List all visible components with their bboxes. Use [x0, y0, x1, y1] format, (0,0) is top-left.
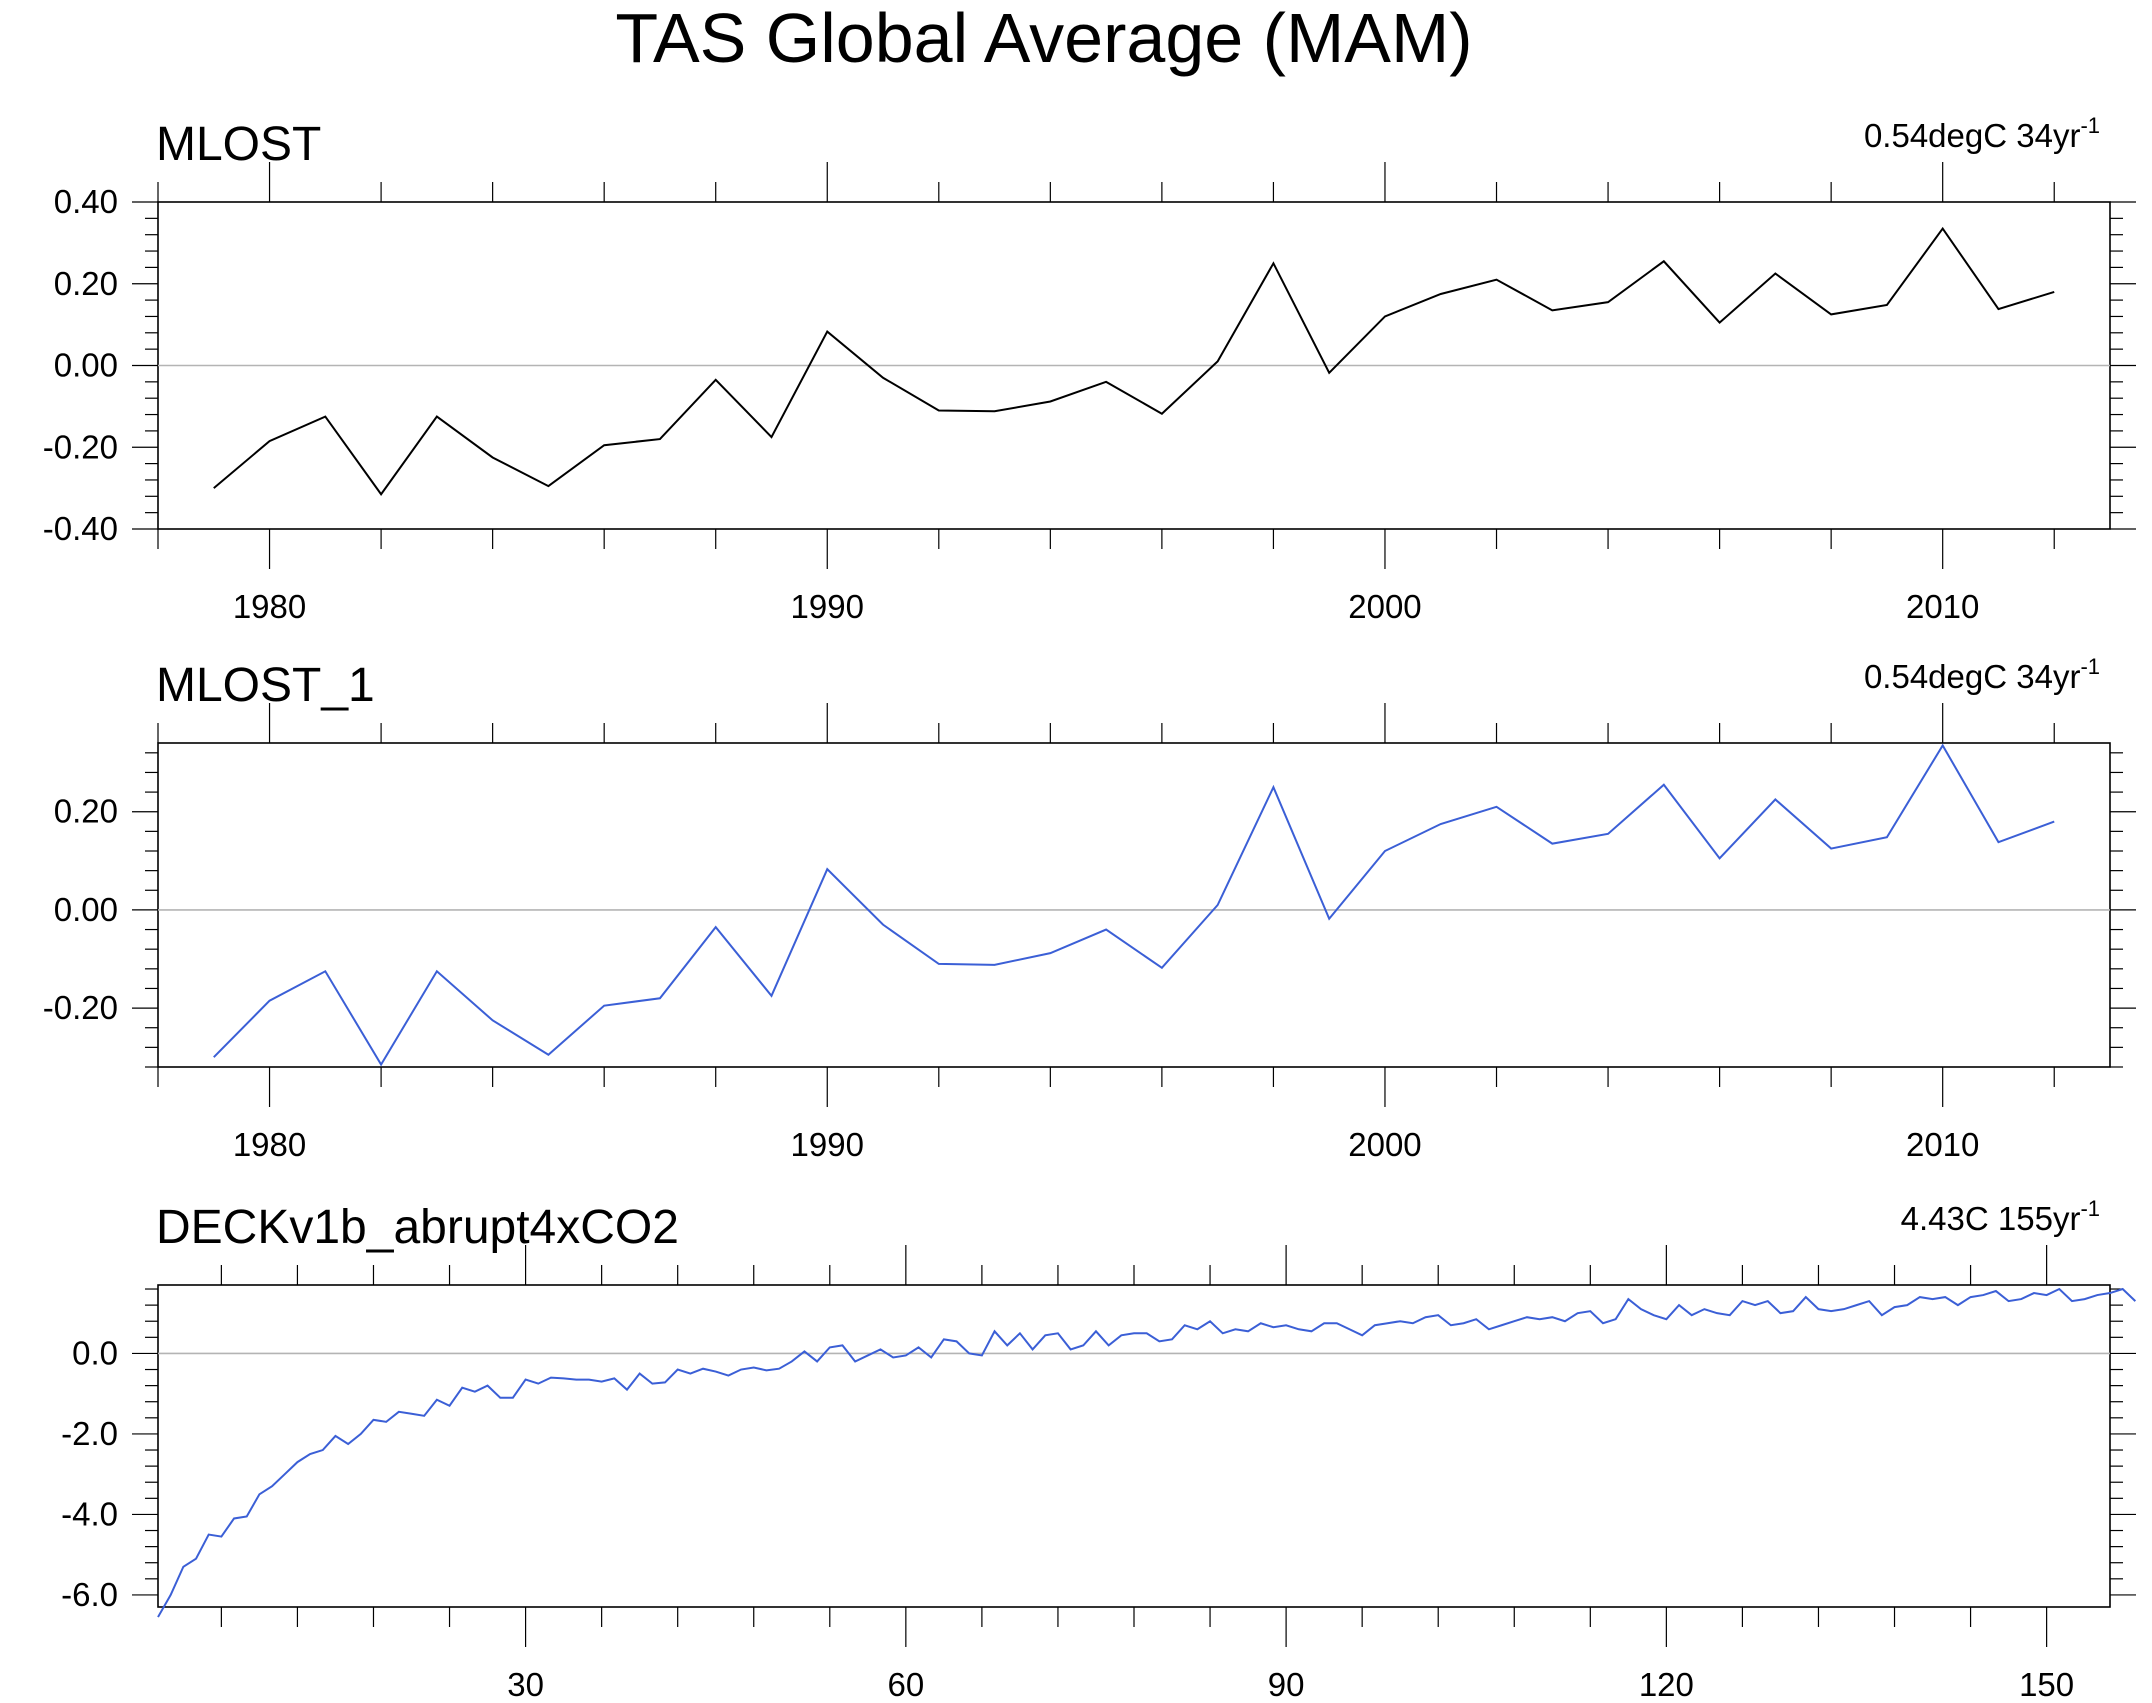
series-line	[157, 1287, 2137, 1618]
chart-mlost: MLOST 0.54degC 34yr-1 -0.40 -0.20 0.00 0.20 0.…	[43, 113, 2136, 625]
chart-title: MLOST_1	[156, 659, 375, 712]
chart-title: DECKv1b_abrupt4xCO2	[156, 1201, 679, 1254]
trend-annotation: 0.54degC 34yr-1	[1864, 654, 2100, 695]
x-tick-label: 2010	[1906, 588, 1979, 625]
y-tick-label: 0.0	[72, 1334, 118, 1371]
y-tick-label: 0.20	[54, 265, 118, 302]
y-tick-label: -2.0	[61, 1415, 118, 1452]
y-tick-label: 0.40	[54, 183, 118, 220]
series-line	[213, 226, 2055, 496]
y-tick-label: 0.00	[54, 891, 118, 928]
x-tick-label: 150	[2019, 1666, 2074, 1703]
y-tick-label: -6.0	[61, 1576, 118, 1613]
x-tick-label: 2000	[1348, 1126, 1421, 1163]
plot-frame	[157, 742, 2111, 1068]
y-tick-label: 0.20	[54, 793, 118, 830]
trend-annotation-sup: -1	[2080, 113, 2100, 138]
y-tick-label: -0.40	[43, 510, 118, 547]
x-tick-label: 1980	[233, 1126, 306, 1163]
x-tick-label: 1990	[791, 588, 864, 625]
chart-deck: DECKv1b_abrupt4xCO2 4.43C 155yr-1 -6.0 -4.0…	[61, 1196, 2137, 1703]
y-tick-label: -4.0	[61, 1495, 118, 1532]
trend-annotation-text: 4.43C 155yr	[1901, 1200, 2081, 1237]
trend-annotation-text: 0.54degC 34yr	[1864, 117, 2080, 154]
trend-annotation: 4.43C 155yr-1	[1901, 1196, 2100, 1237]
y-tick-label: -0.20	[43, 428, 118, 465]
trend-annotation-text: 0.54degC 34yr	[1864, 658, 2080, 695]
x-tick-label: 1990	[791, 1126, 864, 1163]
y-tick-label: -0.20	[43, 989, 118, 1026]
y-tick-label: 0.00	[54, 347, 118, 384]
x-tick-label: 60	[887, 1666, 924, 1703]
x-tick-label: 2000	[1348, 588, 1421, 625]
series-line	[213, 743, 2055, 1067]
x-tick-label: 120	[1639, 1666, 1694, 1703]
chart-mlost-1: MLOST_1 0.54degC 34yr-1 -0.20 0.00 0.20 1980 1…	[43, 654, 2136, 1163]
trend-annotation-sup: -1	[2080, 1196, 2100, 1221]
x-tick-label: 30	[507, 1666, 544, 1703]
chart-title: MLOST	[156, 118, 321, 171]
x-tick-label: 2010	[1906, 1126, 1979, 1163]
x-tick-label: 1980	[233, 588, 306, 625]
figure-title: TAS Global Average (MAM)	[615, 0, 1472, 77]
chart-panels: MLOST 0.54degC 34yr-1-0.40-0.200.000.200.…	[43, 113, 2137, 1703]
trend-annotation: 0.54degC 34yr-1	[1864, 113, 2100, 154]
trend-annotation-sup: -1	[2080, 654, 2100, 679]
x-tick-label: 90	[1268, 1666, 1305, 1703]
